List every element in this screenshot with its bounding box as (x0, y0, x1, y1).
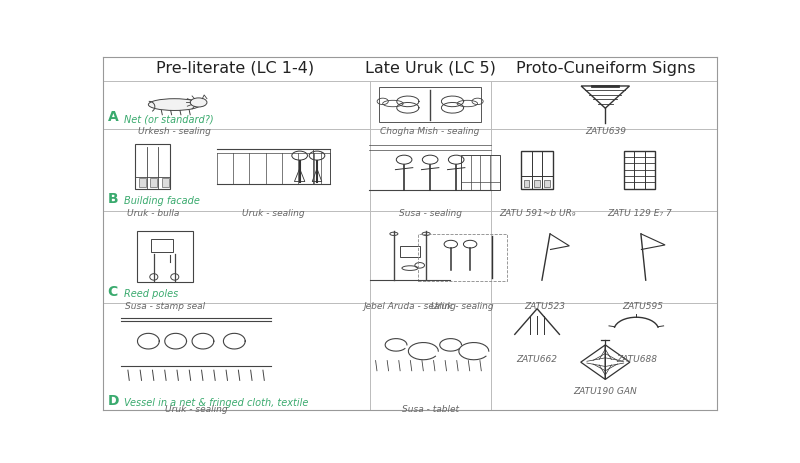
Text: C: C (107, 285, 118, 299)
Text: Uruk - sealing: Uruk - sealing (165, 405, 227, 414)
Text: ZATU 591~b UR₉: ZATU 591~b UR₉ (499, 209, 575, 218)
FancyBboxPatch shape (544, 180, 550, 187)
Text: Urkesh - sealing: Urkesh - sealing (138, 127, 211, 136)
Text: D: D (107, 394, 119, 408)
Text: ZATU595: ZATU595 (622, 301, 663, 311)
Text: Uruk - bulla: Uruk - bulla (126, 209, 179, 218)
FancyBboxPatch shape (162, 178, 169, 187)
Text: ZATU688: ZATU688 (616, 355, 657, 364)
Text: Jebel Aruda - sealing: Jebel Aruda - sealing (363, 301, 457, 311)
Text: ZATU639: ZATU639 (585, 127, 626, 136)
Text: Proto-Cuneiform Signs: Proto-Cuneiform Signs (515, 61, 695, 75)
FancyBboxPatch shape (534, 180, 540, 187)
Text: ZATU 129 E₇ 7: ZATU 129 E₇ 7 (607, 209, 672, 218)
Text: Late Uruk (LC 5): Late Uruk (LC 5) (365, 61, 495, 75)
Text: Vessel in a net & fringed cloth, textile: Vessel in a net & fringed cloth, textile (123, 398, 308, 408)
Text: Uruk - sealing: Uruk - sealing (431, 301, 494, 311)
Text: Chogha Mish - sealing: Chogha Mish - sealing (381, 127, 480, 136)
Text: Building facade: Building facade (123, 196, 199, 206)
Text: ZATU190 GAN: ZATU190 GAN (574, 387, 637, 396)
Text: Uruk - sealing: Uruk - sealing (242, 209, 305, 218)
Text: Pre-literate (LC 1-4): Pre-literate (LC 1-4) (156, 61, 314, 75)
Text: ZATU662: ZATU662 (517, 355, 558, 364)
Text: Susa - tablet: Susa - tablet (402, 405, 458, 414)
Text: Net (or standard?): Net (or standard?) (123, 114, 213, 125)
Text: B: B (107, 192, 118, 206)
FancyBboxPatch shape (150, 178, 158, 187)
Text: A: A (107, 110, 118, 125)
FancyBboxPatch shape (523, 180, 530, 187)
Ellipse shape (148, 99, 201, 111)
Text: Susa - sealing: Susa - sealing (398, 209, 462, 218)
Ellipse shape (190, 98, 207, 107)
FancyBboxPatch shape (139, 178, 146, 187)
Text: ZATU523: ZATU523 (525, 301, 566, 311)
Text: Susa - stamp seal: Susa - stamp seal (125, 301, 205, 311)
Text: Reed poles: Reed poles (123, 289, 178, 299)
